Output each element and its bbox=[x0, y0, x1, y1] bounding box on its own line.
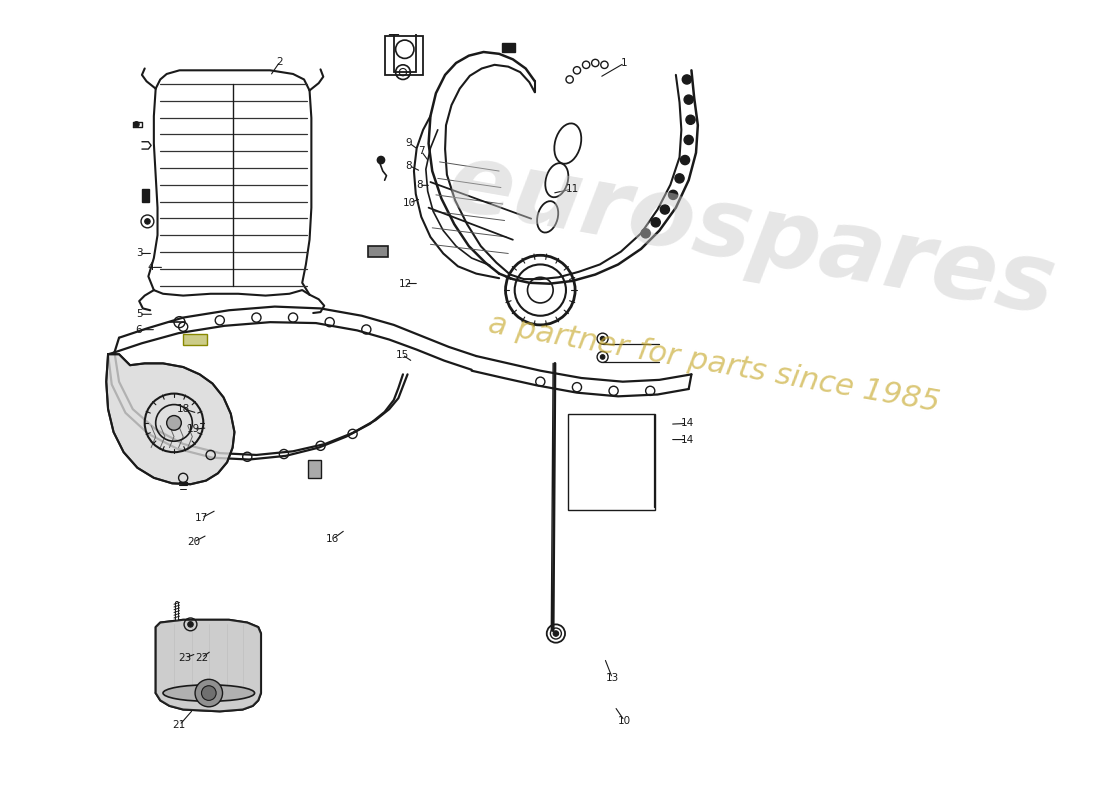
Text: 1: 1 bbox=[621, 58, 628, 68]
Text: 23: 23 bbox=[178, 653, 192, 663]
Circle shape bbox=[201, 686, 216, 700]
Circle shape bbox=[684, 95, 693, 104]
Bar bbox=[368, 246, 388, 257]
Bar bbox=[184, 334, 207, 345]
Text: 13: 13 bbox=[606, 674, 619, 683]
Text: 17: 17 bbox=[195, 513, 208, 523]
Circle shape bbox=[684, 135, 693, 145]
Polygon shape bbox=[107, 354, 234, 484]
Text: 10: 10 bbox=[403, 198, 416, 208]
Text: a partner for parts since 1985: a partner for parts since 1985 bbox=[486, 310, 943, 418]
Text: 14: 14 bbox=[681, 434, 694, 445]
Circle shape bbox=[188, 622, 194, 627]
Bar bbox=[385, 37, 424, 75]
Bar bbox=[308, 459, 320, 478]
Polygon shape bbox=[156, 620, 261, 711]
Circle shape bbox=[641, 229, 650, 238]
Text: 5: 5 bbox=[135, 310, 142, 319]
Text: 16: 16 bbox=[326, 534, 339, 544]
Circle shape bbox=[601, 336, 605, 341]
Text: 3: 3 bbox=[135, 249, 142, 258]
Text: 11: 11 bbox=[565, 184, 579, 194]
Circle shape bbox=[651, 218, 660, 227]
Text: 9: 9 bbox=[406, 138, 412, 148]
Bar bbox=[394, 26, 416, 72]
Bar bbox=[568, 414, 654, 510]
Text: 18: 18 bbox=[177, 404, 190, 414]
Circle shape bbox=[675, 174, 684, 183]
Text: 4: 4 bbox=[147, 262, 154, 272]
Text: 6: 6 bbox=[135, 325, 142, 334]
Ellipse shape bbox=[163, 685, 254, 702]
Bar bbox=[502, 43, 515, 52]
Text: 19: 19 bbox=[187, 424, 200, 434]
Circle shape bbox=[686, 115, 695, 124]
Circle shape bbox=[167, 415, 182, 430]
Circle shape bbox=[145, 218, 151, 224]
Circle shape bbox=[195, 679, 222, 706]
Text: 8: 8 bbox=[416, 180, 422, 190]
Circle shape bbox=[681, 155, 690, 165]
Circle shape bbox=[601, 354, 605, 359]
Circle shape bbox=[660, 205, 670, 214]
Circle shape bbox=[669, 190, 678, 199]
Text: 10: 10 bbox=[618, 716, 631, 726]
Text: 21: 21 bbox=[173, 720, 186, 730]
Text: 14: 14 bbox=[681, 418, 694, 429]
Text: 20: 20 bbox=[187, 537, 200, 547]
Circle shape bbox=[553, 630, 559, 636]
Text: eurospares: eurospares bbox=[440, 136, 1062, 334]
Bar bbox=[142, 190, 150, 202]
Text: 7: 7 bbox=[418, 146, 425, 156]
Text: 15: 15 bbox=[395, 350, 408, 359]
Bar bbox=[389, 20, 398, 34]
Circle shape bbox=[377, 156, 385, 164]
Text: 22: 22 bbox=[195, 653, 208, 663]
Text: 2: 2 bbox=[277, 57, 284, 66]
Circle shape bbox=[682, 75, 692, 84]
Text: 8: 8 bbox=[406, 161, 412, 170]
Text: 12: 12 bbox=[398, 278, 411, 289]
Circle shape bbox=[134, 122, 140, 127]
